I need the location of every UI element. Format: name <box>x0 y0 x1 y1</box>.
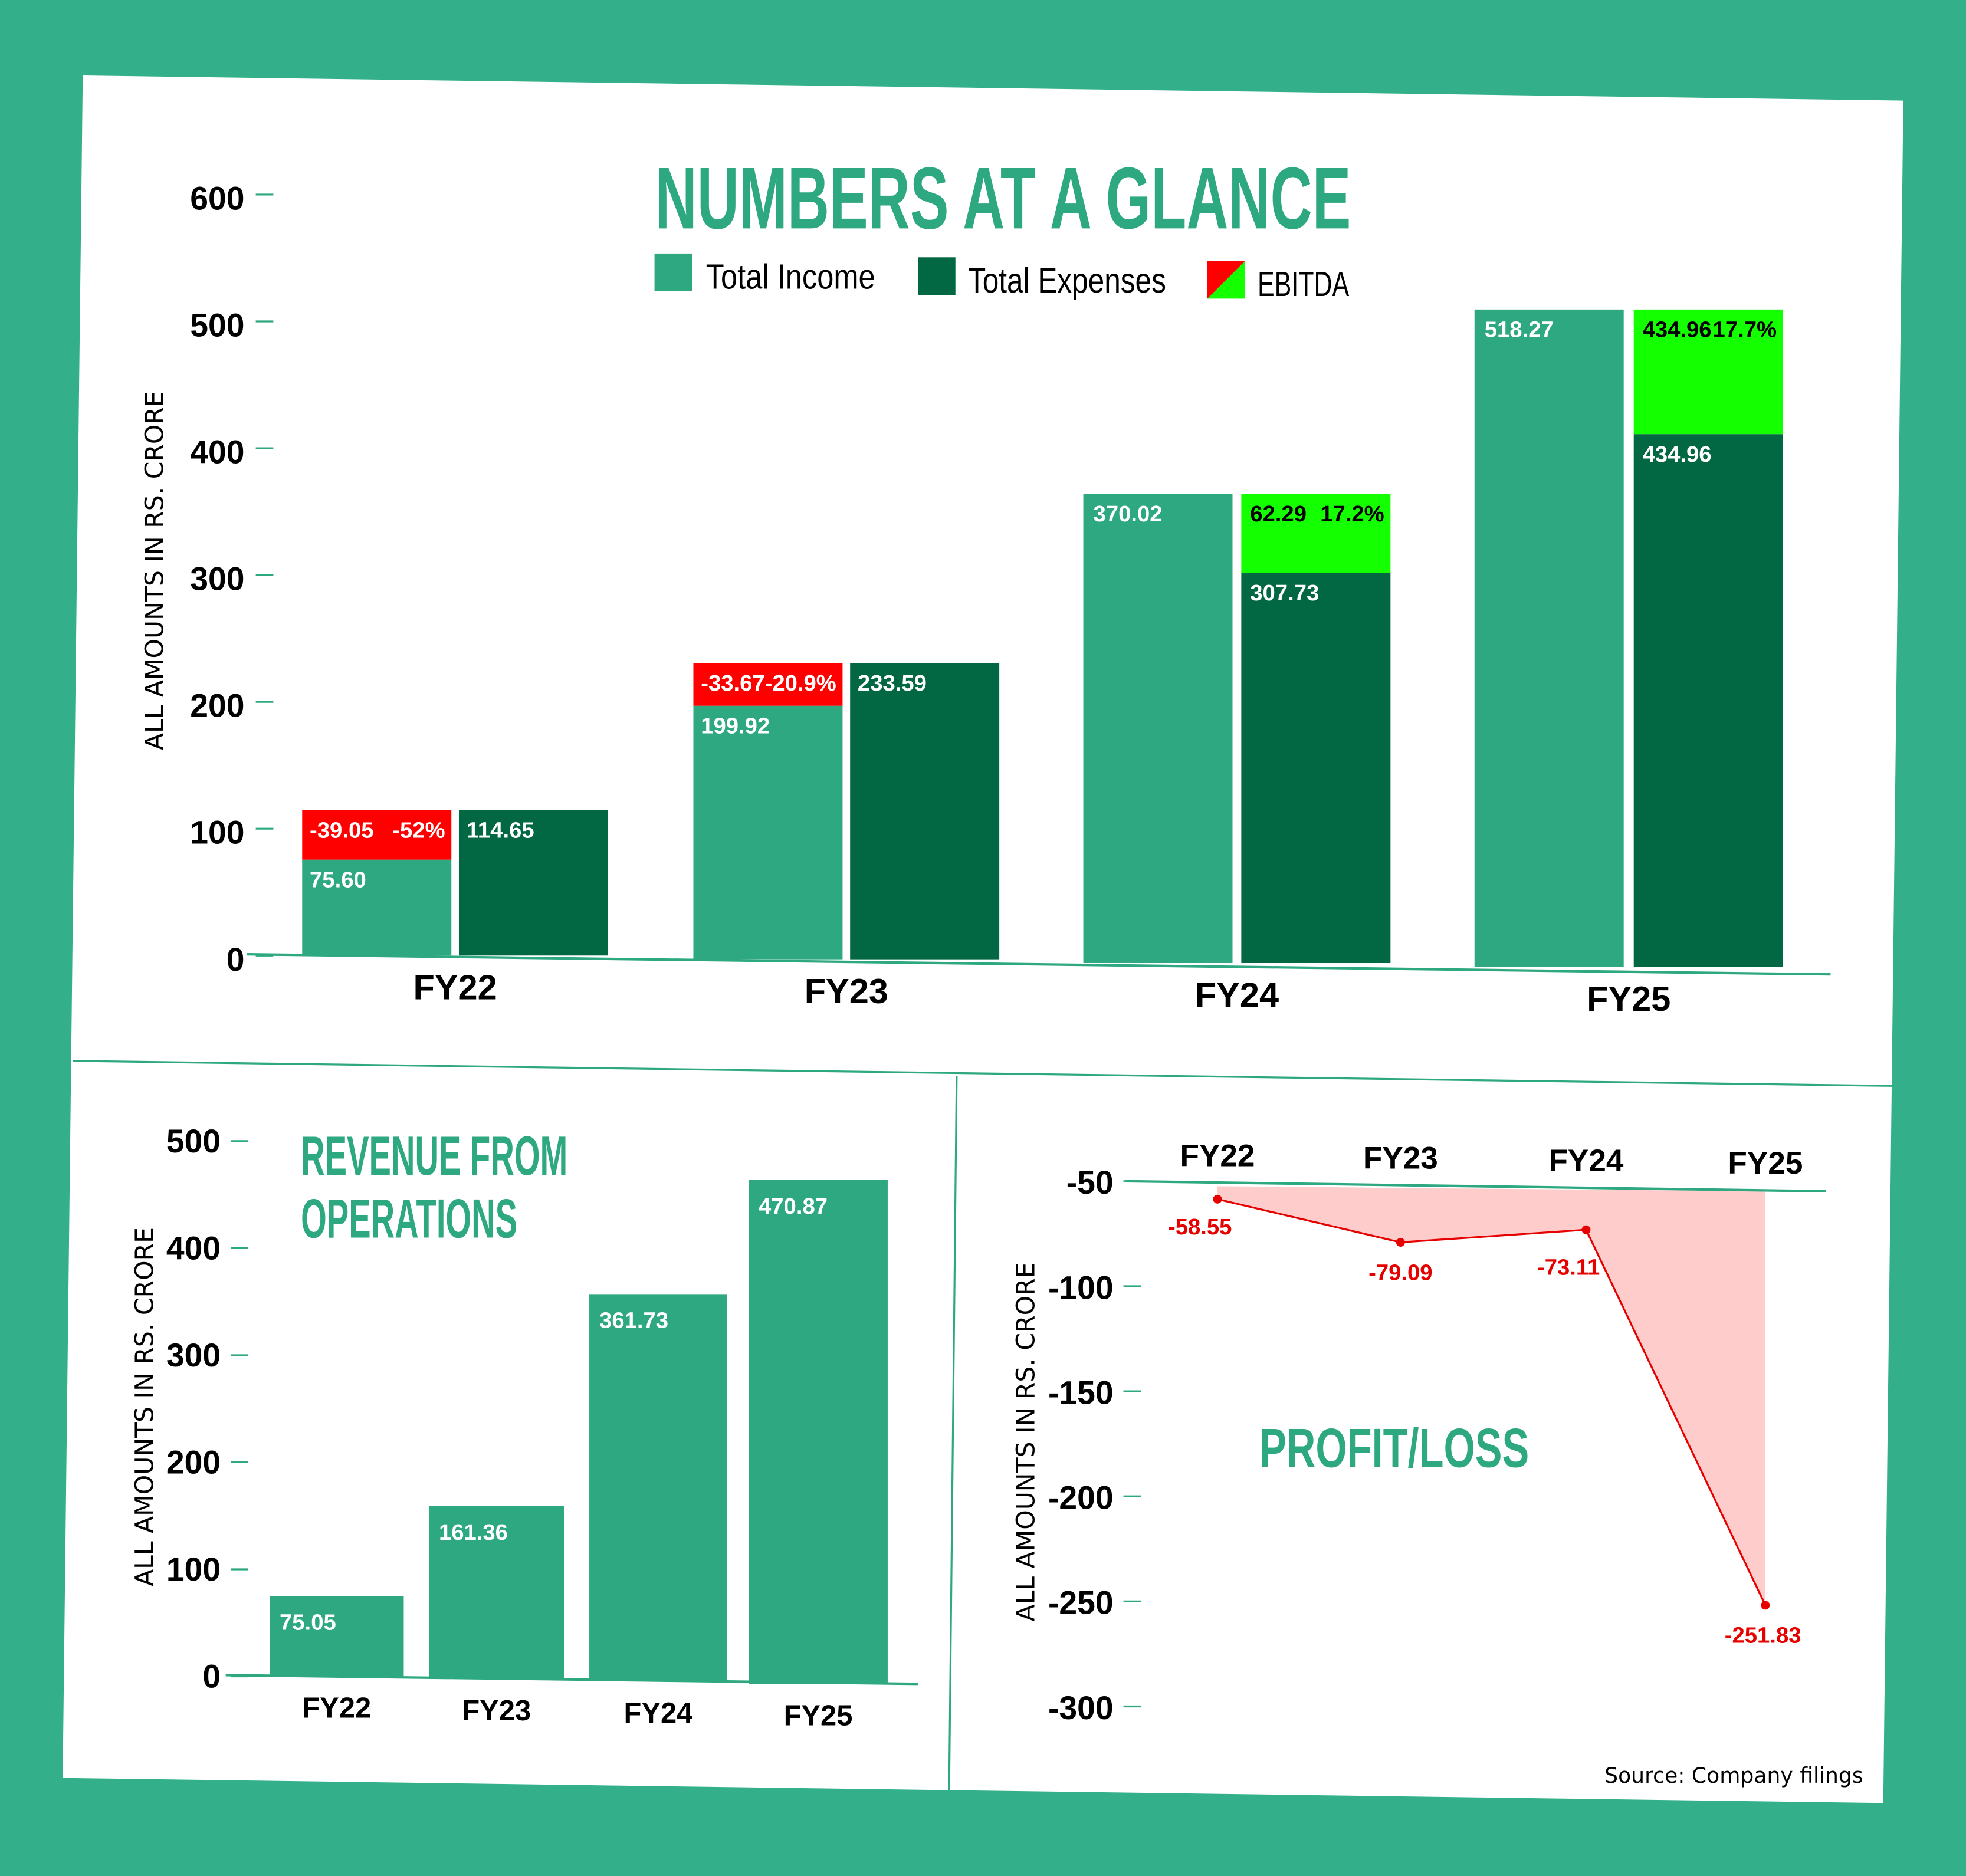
ebitda-margin-label: 17.7% <box>1713 317 1777 343</box>
ebitda-segment <box>1633 309 1783 435</box>
x-tick-label: FY22 <box>302 1693 371 1724</box>
y-tick-label: 300 <box>166 1337 221 1374</box>
ebitda-value-label: -39.05 <box>310 817 373 843</box>
y-axis-label: ALL AMOUNTS IN RS. CRORE <box>140 391 169 750</box>
y-tick-label: 300 <box>190 561 244 597</box>
revenue-value-label: 161.36 <box>439 1520 508 1545</box>
income-bar <box>302 859 452 956</box>
data-point <box>1396 1238 1405 1247</box>
y-tick-label: -200 <box>1048 1480 1114 1516</box>
y-tick-label: 500 <box>190 307 244 344</box>
expenses-bar <box>850 663 1000 960</box>
ebitda-margin-label: 17.2% <box>1320 501 1384 527</box>
x-tick-label: FY24 <box>1195 975 1279 1014</box>
y-tick-label: 0 <box>202 1658 221 1695</box>
x-tick-label: FY25 <box>784 1700 853 1732</box>
income-value-label: 518.27 <box>1485 317 1554 343</box>
expenses-bar <box>458 810 608 956</box>
x-tick-label: FY24 <box>624 1697 693 1729</box>
income-bar <box>1083 494 1233 964</box>
legend-label-income: Total Income <box>706 257 875 296</box>
section-divider <box>948 1076 958 1790</box>
expenses-value-label: 307.73 <box>1250 580 1319 606</box>
x-tick-label: FY23 <box>1363 1141 1438 1176</box>
expenses-value-label: 233.59 <box>858 671 927 696</box>
income-bar <box>693 705 843 960</box>
x-axis-line <box>247 953 1831 976</box>
revenue-title-box: REVENUE FROM OPERATIONS <box>301 1126 568 1250</box>
main-title: NUMBERS AT A GLANCE <box>655 149 1351 247</box>
legend-swatch-income <box>654 253 692 291</box>
y-tick-label: 400 <box>166 1230 221 1267</box>
income-value-label: 370.02 <box>1094 501 1163 527</box>
y-axis-label: ALL AMOUNTS IN RS. CRORE <box>130 1227 159 1586</box>
y-tick-label: -300 <box>1048 1690 1114 1726</box>
expenses-value-label: 114.65 <box>467 817 534 843</box>
legend-label-expenses: Total Expenses <box>968 261 1166 300</box>
income-value-label: 75.60 <box>310 867 366 892</box>
data-point <box>1213 1194 1222 1204</box>
x-tick-label: FY23 <box>462 1695 531 1727</box>
loss-area <box>1217 1186 1765 1605</box>
data-value-label: -73.11 <box>1537 1255 1600 1280</box>
income-value-label: 199.92 <box>701 713 770 738</box>
y-tick-label: -150 <box>1048 1374 1114 1411</box>
y-tick-label: 100 <box>190 814 244 851</box>
ebitda-margin-label: -52% <box>392 817 445 843</box>
x-tick-label: FY25 <box>1728 1146 1803 1181</box>
data-point <box>1761 1601 1770 1610</box>
income-bar <box>1474 309 1624 967</box>
y-tick-label: 100 <box>166 1551 221 1588</box>
expenses-value-label: 434.96 <box>1643 442 1712 467</box>
ebitda-segment <box>1241 494 1391 573</box>
ebitda-margin-label: -20.9% <box>765 671 836 696</box>
revenue-bar <box>428 1506 564 1679</box>
y-tick-label: -250 <box>1048 1585 1114 1621</box>
y-tick-label: 500 <box>166 1123 221 1159</box>
revenue-bar <box>270 1596 404 1677</box>
legend-swatch-expenses <box>917 257 956 295</box>
revenue-bar <box>589 1294 727 1682</box>
y-tick-label: 200 <box>166 1444 221 1481</box>
revenue-title: REVENUE FROM OPERATIONS <box>301 1126 568 1250</box>
x-tick-label: FY22 <box>413 968 497 1007</box>
ebitda-value-label: -33.67 <box>701 671 764 696</box>
data-value-label: -58.55 <box>1168 1214 1232 1240</box>
y-tick-label: 400 <box>190 434 244 471</box>
y-tick-label: -100 <box>1048 1269 1114 1306</box>
x-tick-label: FY22 <box>1180 1138 1255 1173</box>
x-tick-label: FY25 <box>1587 979 1670 1019</box>
y-tick-label: 200 <box>190 688 244 724</box>
ebitda-segment <box>302 810 452 860</box>
revenue-value-label: 361.73 <box>599 1308 668 1333</box>
x-axis-line <box>225 1674 918 1686</box>
revenue-value-label: 470.87 <box>759 1194 828 1219</box>
ebitda-value-label: 62.29 <box>1250 501 1307 527</box>
section-divider <box>73 1060 1893 1087</box>
x-tick-label: FY24 <box>1548 1144 1623 1178</box>
data-value-label: -79.09 <box>1368 1260 1432 1285</box>
expenses-bar <box>1241 573 1391 964</box>
ebitda-segment <box>693 663 843 706</box>
ebitda-value-label: 434.96 <box>1643 317 1712 343</box>
expenses-bar <box>1633 434 1783 967</box>
y-tick-label: 0 <box>227 941 245 978</box>
data-value-label: -251.83 <box>1725 1623 1801 1648</box>
revenue-bar <box>749 1180 888 1684</box>
revenue-value-label: 75.05 <box>280 1610 336 1635</box>
loss-line <box>1217 1198 1767 1606</box>
y-tick-label: -50 <box>1066 1164 1114 1201</box>
profit-loss-title: PROFIT/LOSS <box>1259 1417 1529 1479</box>
data-point <box>1581 1225 1591 1234</box>
legend: Total Income Total Expenses EBITDA <box>654 253 1349 304</box>
x-axis-line <box>1125 1180 1826 1193</box>
legend-label-ebitda: EBITDA <box>1258 264 1349 304</box>
source-note: Source: Company filings <box>1604 1763 1863 1788</box>
y-axis-label: ALL AMOUNTS IN RS. CRORE <box>1012 1263 1041 1622</box>
y-tick-label: 600 <box>190 180 244 216</box>
x-tick-label: FY23 <box>805 971 888 1011</box>
